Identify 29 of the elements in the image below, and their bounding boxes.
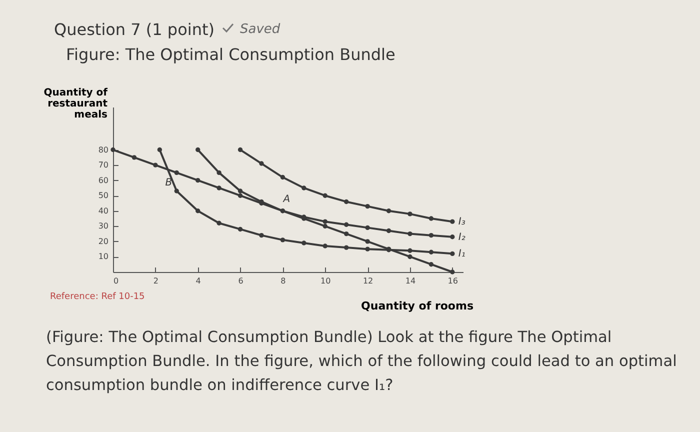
annotation: B	[165, 178, 172, 189]
x-tick-label: 12	[362, 276, 374, 286]
text: Reference: Ref 10-15	[50, 292, 145, 302]
x-tick-label: 2	[153, 276, 158, 286]
x-tick-label: 10	[320, 276, 331, 286]
y-tick-label: 10	[98, 252, 108, 262]
y-axis-title: Quantity of restaurant meals	[44, 88, 108, 120]
x-tick-label: 0	[114, 276, 119, 286]
series-label: I₃	[458, 216, 466, 228]
x-tick-label: 14	[405, 276, 416, 286]
series-label: I₁	[458, 248, 466, 260]
x-tick-label: 4	[196, 276, 201, 286]
x-axis-title: Quantity of rooms	[361, 300, 474, 312]
y-tick-label: 70	[98, 160, 108, 170]
annotation: A	[282, 194, 290, 205]
y-tick-label: 30	[98, 222, 108, 231]
y-tick-label: 20	[98, 236, 108, 246]
x-tick-label: 6	[238, 276, 244, 286]
series-label: I₂	[458, 232, 466, 243]
text: Question 7 (1 point)	[54, 20, 214, 39]
y-tick-label: 80	[98, 145, 108, 154]
chart-title: Figure: The Optimal Consumption Bundle	[66, 45, 396, 64]
y-tick-label: 40	[98, 206, 108, 216]
y-tick-label: 50	[98, 191, 108, 200]
y-tick-label: 60	[98, 176, 108, 185]
x-tick-label: 16	[448, 276, 458, 286]
x-tick-label: 8	[280, 276, 286, 286]
text: (Figure: The Optimal Consumption Bundle) Look at the figure The Optimal Consumption Bundle. In the figure, which of the following could lead to an optimal consumption bundle on indifference curve I₁?	[46, 327, 678, 396]
text: Saved	[240, 22, 280, 37]
